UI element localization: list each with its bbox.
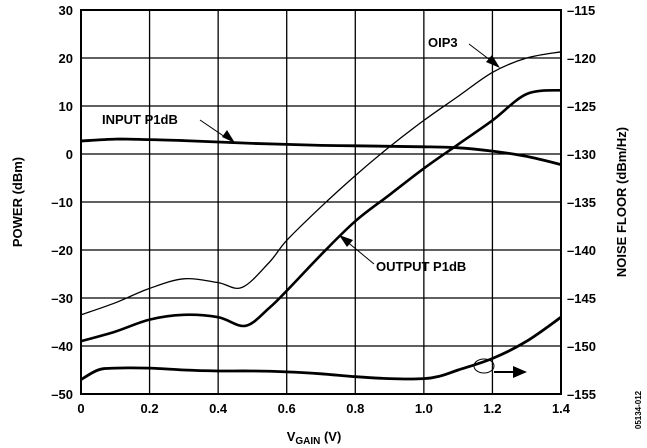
y-tick-label: –10 <box>51 195 73 210</box>
x-axis-title: VGAIN (V) <box>287 429 342 447</box>
noise-floor-marker-circle <box>473 358 495 374</box>
x-tick-label: 0.4 <box>209 401 228 416</box>
x-tick-label: 0.2 <box>141 401 159 416</box>
x-tick-label: 1.0 <box>415 401 433 416</box>
y-tick-label: 10 <box>59 99 73 114</box>
x-tick-label: 1.2 <box>483 401 501 416</box>
series-line-output-p1db <box>80 88 562 343</box>
y2-axis-title: NOISE FLOOR (dBm/Hz) <box>614 127 629 277</box>
annotations: OIP3 INPUT P1dB OUTPUT P1dB <box>102 35 527 378</box>
x-tick-label: 1.4 <box>552 401 571 416</box>
y-tick-label: –50 <box>51 387 73 402</box>
annotation-input-p1db: INPUT P1dB <box>102 112 178 127</box>
y2-tick-label: –140 <box>567 243 596 258</box>
x-tick-label: 0 <box>77 401 84 416</box>
y-tick-label: –30 <box>51 291 73 306</box>
y2-tick-label: –115 <box>567 3 595 18</box>
x-axis-title-subscript: GAIN <box>295 436 320 447</box>
series-lines <box>80 51 562 381</box>
y2-tick-label: –150 <box>567 339 596 354</box>
annotation-input-p1db-arrowhead <box>222 130 235 143</box>
y2-tick-labels: –115 –120 –125 –130 –135 –140 –145 –150 –155 <box>567 3 596 402</box>
y2-tick-label: –130 <box>567 147 596 162</box>
y2-tick-label: –155 <box>567 387 596 402</box>
series-line-oip3 <box>80 51 562 316</box>
plot-frame <box>80 9 562 395</box>
x-tick-label: 0.8 <box>346 401 364 416</box>
annotation-output-p1db-leader <box>344 239 375 265</box>
annotation-output-p1db: OUTPUT P1dB <box>376 259 466 274</box>
y2-tick-label: –135 <box>567 195 596 210</box>
x-axis-title-unit: (V) <box>320 429 341 444</box>
grid-lines <box>81 10 561 394</box>
y2-tick-label: –120 <box>567 51 596 66</box>
x-axis-title-main: V <box>287 429 296 444</box>
y-tick-label: 0 <box>66 147 73 162</box>
y-tick-labels: 30 20 10 0 –10 –20 –30 –40 –50 <box>51 3 73 402</box>
annotation-oip3-arrowhead <box>486 55 500 68</box>
x-tick-labels: 0 0.2 0.4 0.6 0.8 1.0 1.2 1.4 <box>77 401 570 416</box>
annotation-output-p1db-arrowhead <box>339 235 353 247</box>
y2-tick-label: –125 <box>567 99 596 114</box>
y-tick-label: –20 <box>51 243 73 258</box>
series-line-noise-floor <box>80 316 562 381</box>
y-tick-label: 20 <box>59 51 73 66</box>
y-axis-title: POWER (dBm) <box>10 157 25 247</box>
y2-tick-label: –145 <box>567 291 596 306</box>
x-tick-label: 0.6 <box>278 401 296 416</box>
annotation-oip3: OIP3 <box>428 35 458 50</box>
series-line-input-p1db <box>80 137 562 166</box>
document-id: 05134-012 <box>634 390 643 429</box>
y-tick-label: –40 <box>51 339 73 354</box>
y-tick-label: 30 <box>59 3 73 18</box>
noise-floor-axis-arrowhead <box>513 366 527 378</box>
